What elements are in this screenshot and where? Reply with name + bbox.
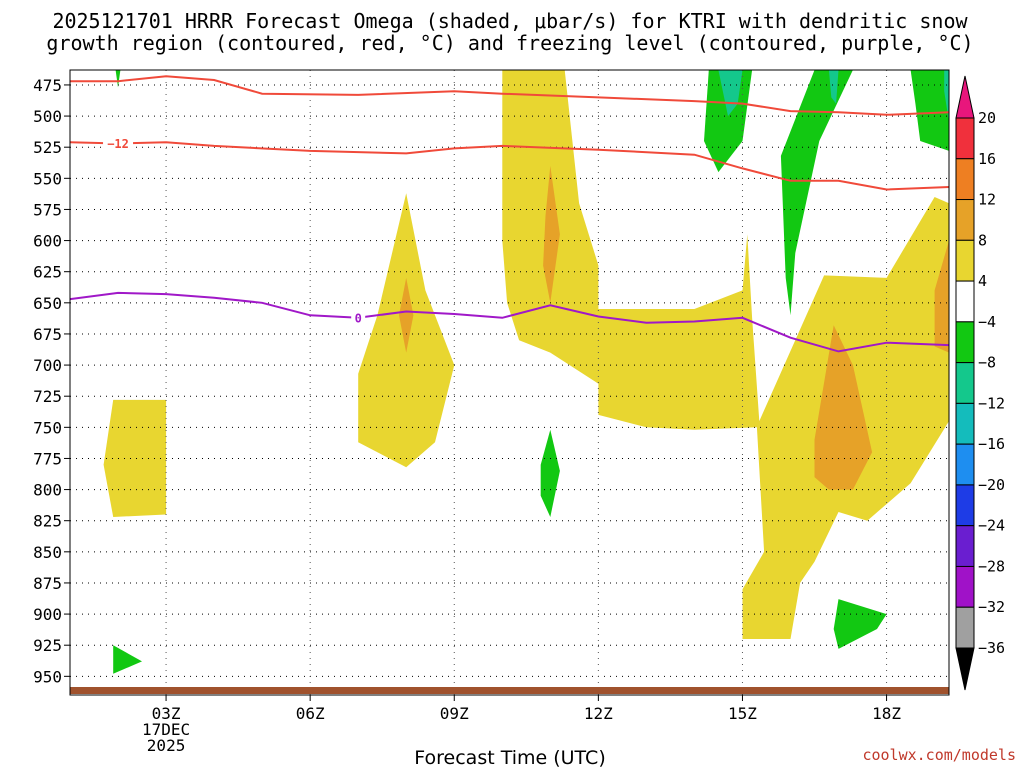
colorbar-label-11: −24	[978, 517, 1005, 535]
y-tick-label-600: 600	[33, 232, 62, 251]
colorbar-swatch-10	[955, 484, 975, 527]
colorbar-label-5: 4	[978, 272, 987, 290]
y-tick-label-800: 800	[33, 481, 62, 500]
plot-frame	[69, 69, 950, 696]
colorbar-swatch-5	[955, 280, 975, 323]
isotherm-line-1	[70, 75, 949, 116]
y-tick-label-775: 775	[33, 449, 62, 468]
x-tick-label-9-1: 09Z	[440, 704, 469, 723]
y-tick-label-925: 925	[33, 636, 62, 655]
colorbar-swatch-12	[955, 565, 975, 608]
y-tick-label-725: 725	[33, 387, 62, 406]
chart-title: 2025121701 HRRR Forecast Omega (shaded, …	[46, 9, 973, 55]
x-tick-label-3-3: 2025	[147, 736, 186, 755]
omega-region-orange-7	[934, 240, 949, 353]
plot-area: −12 0	[69, 69, 950, 696]
title-line-1: 2025121701 HRRR Forecast Omega (shaded, …	[52, 9, 968, 33]
omega-region-orange-2	[399, 277, 414, 353]
y-tick-label-700: 700	[33, 356, 62, 375]
isotherm-label-3: 0	[355, 311, 362, 325]
colorbar-label-10: −20	[978, 476, 1005, 494]
colorbar-top-arrow	[955, 75, 975, 119]
colorbar-label-4: 8	[978, 231, 987, 249]
omega-region-teal-13	[944, 70, 949, 123]
omega-region-green-14	[540, 429, 560, 517]
y-axis: 475 500 525 550 575 600 625 650 675 700 725 750 775 8…	[33, 76, 70, 686]
y-tick-label-875: 875	[33, 574, 62, 593]
colorbar-label-14: −36	[978, 639, 1005, 657]
colorbar-swatch-11	[955, 525, 975, 567]
y-tick-label-525: 525	[33, 138, 62, 157]
y-tick-label-475: 475	[33, 76, 62, 95]
y-tick-label-500: 500	[33, 107, 62, 126]
y-tick-label-950: 950	[33, 667, 62, 686]
x-axis-label: Forecast Time (UTC)	[414, 747, 605, 768]
colorbar-swatch-4	[955, 239, 975, 282]
isotherm-label-bg-3	[351, 310, 366, 325]
colorbar-bottom-arrow	[955, 647, 975, 691]
y-tick-label-625: 625	[33, 263, 62, 282]
omega-region-teal-9	[718, 70, 743, 117]
colorbar-swatch-2	[955, 158, 975, 201]
colorbar-swatch-6	[955, 321, 975, 364]
y-tick-label-575: 575	[33, 200, 62, 219]
grid	[70, 70, 949, 695]
isotherm-line-3	[70, 291, 949, 353]
omega-region-orange-5	[543, 165, 560, 303]
colorbar-swatch-9	[955, 443, 975, 486]
colorbar-label-7: −8	[978, 354, 996, 372]
omega-region-green-15	[833, 599, 887, 649]
isotherm-line-2	[70, 141, 949, 191]
omega-region-teal-11	[828, 70, 839, 104]
x-tick-label-12-1: 12Z	[584, 704, 613, 723]
y-tick-label-900: 900	[33, 605, 62, 624]
x-tick-label-3-2: 17DEC	[142, 720, 190, 739]
colorbar-swatch-1	[955, 117, 975, 160]
ground-surface	[70, 687, 949, 694]
y-tick-label-850: 850	[33, 543, 62, 562]
colorbar-label-13: −32	[978, 598, 1005, 616]
title-line-2: growth region (contoured, red, °C) and f…	[46, 31, 973, 55]
omega-region-green-12	[910, 70, 949, 151]
colorbar-label-2: 16	[978, 150, 996, 168]
omega-region-yellow-3	[103, 399, 167, 517]
colorbar-label-1: 20	[978, 109, 996, 127]
colorbar-label-8: −12	[978, 394, 1005, 412]
colorbar-swatch-13	[955, 606, 975, 649]
x-tick-label-15-1: 15Z	[728, 704, 757, 723]
colorbar-swatch-7	[955, 362, 975, 404]
omega-region-green-17	[115, 70, 121, 88]
omega-region-yellow-4	[502, 70, 949, 639]
y-tick-label-825: 825	[33, 512, 62, 531]
omega-region-green-8	[704, 70, 753, 173]
credit-text: coolwx.com/models	[862, 746, 1016, 764]
omega-region-green-16	[113, 645, 142, 674]
y-tick-label-675: 675	[33, 325, 62, 344]
omega-region-green-10	[780, 70, 853, 316]
y-tick-label-650: 650	[33, 294, 62, 313]
colorbar-label-6: −4	[978, 313, 996, 331]
colorbar-label-9: −16	[978, 435, 1005, 453]
isotherm-label-bg-2	[103, 136, 134, 151]
colorbar-swatch-3	[955, 199, 975, 241]
colorbar: 20 16 12 8 4 −4 −8 −12 −16 −20 −24 −28 −32 −36	[955, 75, 1005, 691]
isotherm-label-2: −12	[107, 137, 129, 151]
colorbar-swatch-8	[955, 402, 975, 445]
x-tick-label-3-1: 03Z	[152, 704, 181, 723]
colorbar-label-12: −28	[978, 557, 1005, 575]
omega-shading	[103, 70, 949, 674]
x-tick-label-18-1: 18Z	[872, 704, 901, 723]
x-tick-label-6-1: 06Z	[296, 704, 325, 723]
y-tick-label-750: 750	[33, 418, 62, 437]
colorbar-label-3: 12	[978, 191, 996, 209]
omega-region-orange-6	[814, 325, 873, 490]
y-tick-label-550: 550	[33, 169, 62, 188]
isotherm-contours: −12 0	[70, 75, 949, 353]
